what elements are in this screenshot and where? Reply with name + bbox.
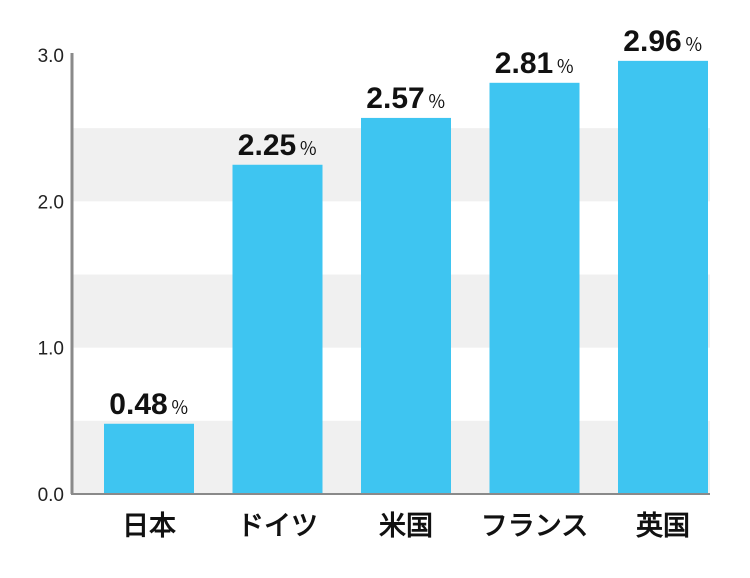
bar-3: [361, 117, 451, 494]
x-axis: 日本 ドイツ 米国 フランス 英国: [71, 493, 710, 542]
category-label-2: ドイツ: [237, 511, 318, 542]
value-labels: 0.48 ％2.25 ％2.57 ％2.81 ％2.96 ％: [109, 25, 702, 421]
category-label-4: フランス: [481, 511, 588, 542]
y-tick-label: 2.0: [38, 192, 64, 213]
category-label-1: 日本: [122, 511, 176, 542]
value-label-3: 2.57 ％: [366, 82, 445, 115]
value-number: 2.81: [495, 47, 553, 80]
y-tick-label: 1.0: [38, 339, 64, 360]
value-unit: ％: [428, 92, 446, 113]
value-label-5: 2.96 ％: [623, 25, 702, 58]
value-label-4: 2.81 ％: [495, 47, 574, 80]
bars: [104, 60, 708, 494]
value-number: 2.25: [238, 129, 296, 162]
value-number: 2.57: [366, 82, 424, 115]
value-label-2: 2.25 ％: [238, 129, 317, 162]
bar-2: [232, 164, 323, 494]
bar-1: [104, 423, 194, 494]
y-tick-label: 0.0: [38, 485, 64, 506]
y-axis: 0.0 1.0 2.0 3.0: [38, 46, 74, 506]
bar-5: [618, 60, 708, 494]
value-number: 0.48: [109, 388, 167, 421]
category-label-3: 米国: [379, 511, 433, 542]
value-unit: ％: [299, 139, 317, 160]
bar-4: [489, 82, 580, 494]
value-unit: ％: [685, 35, 703, 56]
value-label-1: 0.48 ％: [109, 388, 188, 421]
y-tick-label: 3.0: [38, 46, 64, 67]
value-unit: ％: [171, 398, 189, 419]
value-number: 2.96: [623, 25, 681, 58]
value-unit: ％: [556, 57, 574, 78]
category-label-5: 英国: [636, 511, 690, 542]
